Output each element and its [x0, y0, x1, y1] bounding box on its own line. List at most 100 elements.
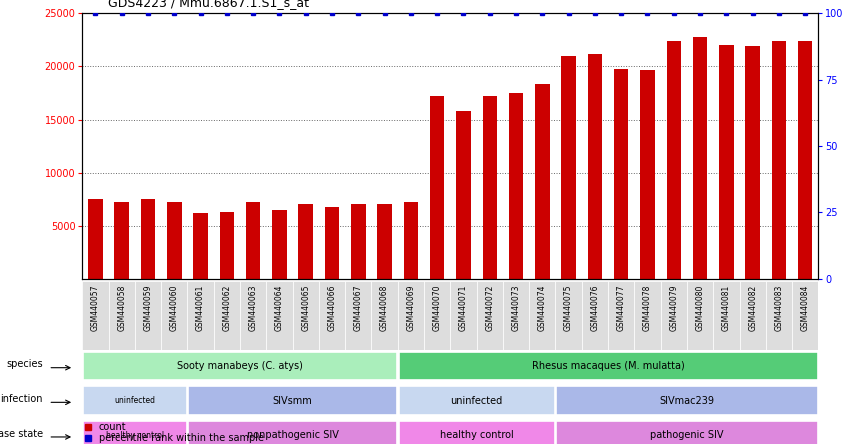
- Bar: [88, 199, 103, 279]
- Text: GSM440066: GSM440066: [327, 285, 337, 331]
- Bar: [719, 45, 734, 279]
- Text: count: count: [99, 422, 126, 432]
- Text: GSM440071: GSM440071: [459, 285, 468, 331]
- Bar: [187, 281, 214, 350]
- Text: uninfected: uninfected: [450, 396, 503, 406]
- Text: percentile rank within the sample: percentile rank within the sample: [99, 433, 264, 443]
- Text: GSM440075: GSM440075: [564, 285, 573, 331]
- Text: GSM440062: GSM440062: [223, 285, 231, 331]
- Text: GSM440076: GSM440076: [591, 285, 599, 331]
- Text: GSM440063: GSM440063: [249, 285, 258, 331]
- Bar: [135, 281, 161, 350]
- Bar: [450, 281, 476, 350]
- Text: GSM440083: GSM440083: [774, 285, 784, 331]
- Bar: [693, 37, 708, 279]
- Bar: [404, 202, 418, 279]
- Text: GSM440064: GSM440064: [275, 285, 284, 331]
- Text: GSM440080: GSM440080: [695, 285, 705, 331]
- Bar: [740, 281, 766, 350]
- Text: GSM440060: GSM440060: [170, 285, 178, 331]
- Bar: [503, 281, 529, 350]
- Text: GDS4223 / Mmu.6867.1.S1_s_at: GDS4223 / Mmu.6867.1.S1_s_at: [108, 0, 309, 9]
- Bar: [529, 281, 555, 350]
- Bar: [798, 41, 812, 279]
- Text: GSM440068: GSM440068: [380, 285, 389, 331]
- Text: GSM440073: GSM440073: [512, 285, 520, 331]
- Bar: [82, 281, 108, 350]
- Bar: [293, 281, 319, 350]
- Bar: [398, 386, 555, 415]
- Bar: [556, 421, 818, 444]
- Bar: [661, 281, 687, 350]
- Bar: [556, 386, 818, 415]
- Bar: [272, 210, 287, 279]
- Bar: [509, 93, 523, 279]
- Text: uninfected: uninfected: [114, 396, 155, 405]
- Bar: [108, 281, 135, 350]
- Bar: [83, 352, 397, 381]
- Text: SIVsmm: SIVsmm: [273, 396, 313, 406]
- Text: GSM440078: GSM440078: [643, 285, 652, 331]
- Bar: [161, 281, 187, 350]
- Bar: [351, 205, 365, 279]
- Bar: [535, 84, 550, 279]
- Text: GSM440072: GSM440072: [485, 285, 494, 331]
- Bar: [83, 421, 187, 444]
- Bar: [397, 281, 424, 350]
- Text: pathogenic SIV: pathogenic SIV: [650, 430, 724, 440]
- Bar: [325, 206, 339, 279]
- Text: GSM440058: GSM440058: [117, 285, 126, 331]
- Text: GSM440081: GSM440081: [722, 285, 731, 331]
- Bar: [214, 281, 240, 350]
- Text: Sooty manabeys (C. atys): Sooty manabeys (C. atys): [177, 361, 303, 371]
- Text: GSM440069: GSM440069: [406, 285, 416, 331]
- Text: infection: infection: [0, 394, 43, 404]
- Bar: [792, 281, 818, 350]
- Bar: [141, 199, 155, 279]
- Bar: [193, 213, 208, 279]
- Text: GSM440067: GSM440067: [354, 285, 363, 331]
- Bar: [372, 281, 397, 350]
- Bar: [640, 70, 655, 279]
- Bar: [476, 281, 503, 350]
- Text: GSM440065: GSM440065: [301, 285, 310, 331]
- Bar: [267, 281, 293, 350]
- Text: nonpathogenic SIV: nonpathogenic SIV: [247, 430, 339, 440]
- Bar: [772, 41, 786, 279]
- Bar: [378, 205, 391, 279]
- Bar: [766, 281, 792, 350]
- Bar: [430, 96, 444, 279]
- Bar: [634, 281, 661, 350]
- Bar: [319, 281, 346, 350]
- Bar: [456, 111, 471, 279]
- Bar: [167, 202, 182, 279]
- Text: GSM440074: GSM440074: [538, 285, 546, 331]
- Text: GSM440084: GSM440084: [801, 285, 810, 331]
- Bar: [746, 46, 759, 279]
- Bar: [482, 96, 497, 279]
- Text: GSM440070: GSM440070: [433, 285, 442, 331]
- Bar: [555, 281, 582, 350]
- Bar: [424, 281, 450, 350]
- Text: SIVmac239: SIVmac239: [659, 396, 714, 406]
- Bar: [114, 202, 129, 279]
- Bar: [188, 421, 397, 444]
- Bar: [582, 281, 608, 350]
- Bar: [667, 41, 681, 279]
- Bar: [687, 281, 714, 350]
- Text: healthy control: healthy control: [106, 431, 164, 440]
- Bar: [246, 202, 261, 279]
- Text: GSM440079: GSM440079: [669, 285, 678, 331]
- Text: GSM440082: GSM440082: [748, 285, 757, 331]
- Text: healthy control: healthy control: [440, 430, 514, 440]
- Bar: [398, 352, 818, 381]
- Bar: [188, 386, 397, 415]
- Bar: [220, 212, 234, 279]
- Bar: [614, 68, 629, 279]
- Bar: [240, 281, 267, 350]
- Bar: [83, 386, 187, 415]
- Text: GSM440057: GSM440057: [91, 285, 100, 331]
- Text: species: species: [6, 360, 43, 369]
- Text: Rhesus macaques (M. mulatta): Rhesus macaques (M. mulatta): [532, 361, 684, 371]
- Text: disease state: disease state: [0, 429, 43, 439]
